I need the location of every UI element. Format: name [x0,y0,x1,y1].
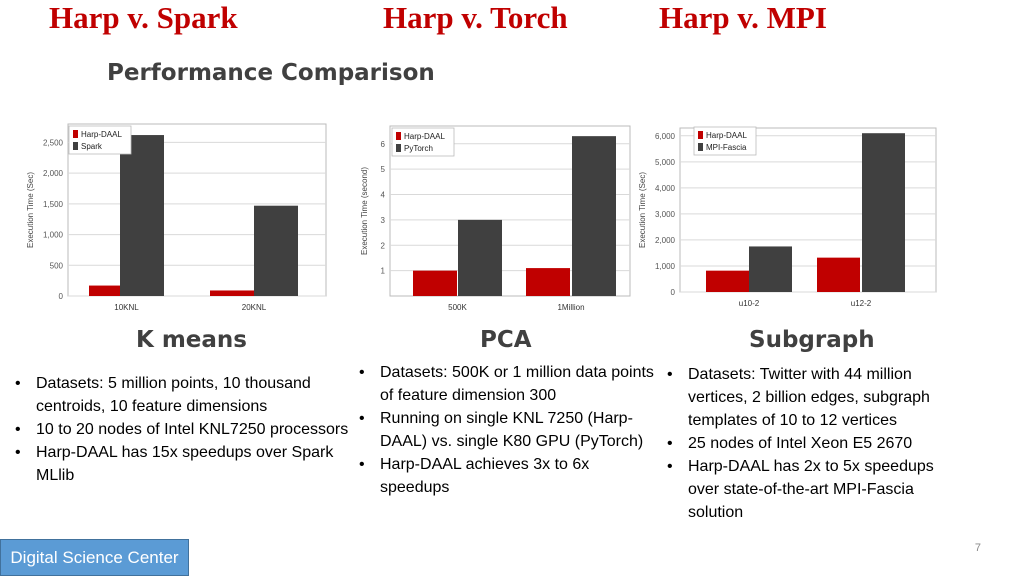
subgraph-chart-svg: 0 1,000 2,000 3,000 4,000 5,000 6,000 Execution… [638,126,937,308]
header-mpi: Harp v. MPI [659,0,827,35]
y-tick-label: 0 [671,288,676,297]
y-tick-label: 2,000 [43,169,64,178]
legend-label: PyTorch [404,144,433,153]
page-number: 7 [974,542,981,554]
x-tick-label: u12-2 [851,299,872,308]
y-axis-label: Execution Time (Sec) [638,172,647,248]
y-tick-label: 4 [381,191,386,200]
y-tick-label: 5,000 [655,158,676,167]
bullet-item: Running on single KNL 7250 (Harp-DAAL) v… [355,407,655,453]
bullet-item: Harp-DAAL has 15x speedups over Spark ML… [11,441,356,487]
legend-label: Harp-DAAL [404,132,445,141]
legend-box [693,126,757,156]
section-title: Performance Comparison [107,60,435,86]
bar-other [572,136,616,296]
y-tick-label: 1,000 [655,262,676,271]
pca-subtitle: PCA [480,327,532,353]
y-tick-label: 1,000 [43,231,64,240]
pca-bullets: Datasets: 500K or 1 million data points … [355,361,655,499]
bullet-item: 10 to 20 nodes of Intel KNL7250 processo… [11,418,356,441]
legend-swatch [698,131,703,139]
bar-other [862,133,905,292]
y-tick-label: 3 [381,216,386,225]
y-tick-label: 2,000 [655,236,676,245]
header-torch: Harp v. Torch [383,0,568,35]
y-axis-label: Execution Time (Sec) [26,172,35,248]
pca-chart-svg: 1 2 3 4 5 6 Execution Time (second) 500K 1Millio… [360,125,631,312]
kmeans-chart: 0 500 1,000 1,500 2,000 2,500 Execution Time (… [24,116,334,320]
y-tick-label: 1 [381,267,386,276]
y-tick-label: 3,000 [655,210,676,219]
kmeans-chart-svg: 0 500 1,000 1,500 2,000 2,500 Execution Time (… [26,123,327,312]
bar-harp [210,290,254,296]
bar-harp [706,270,749,292]
bullet-item: Datasets: 5 million points, 10 thousand … [11,372,356,418]
legend-label: Harp-DAAL [81,130,122,139]
x-tick-label: 10KNL [114,303,139,312]
subgraph-bullets: Datasets: Twitter with 44 million vertic… [663,363,963,524]
bullet-item: Harp-DAAL achieves 3x to 6x speedups [355,453,655,499]
legend-label: Harp-DAAL [706,131,747,140]
bullet-item: Datasets: Twitter with 44 million vertic… [663,363,963,432]
y-tick-label: 6,000 [655,132,676,141]
legend-swatch [73,130,78,138]
header-spark: Harp v. Spark [49,0,238,35]
bullet-item: Harp-DAAL has 2x to 5x speedups over sta… [663,455,963,524]
legend-label: MPI-Fascia [706,143,747,152]
legend-swatch [396,144,401,152]
pca-chart: 1 2 3 4 5 6 Execution Time (second) 500K 1Millio… [358,110,635,320]
bar-other [749,246,792,292]
bar-other [120,135,164,296]
bullet-item: Datasets: 500K or 1 million data points … [355,361,655,407]
y-axis-label: Execution Time (second) [360,167,369,255]
subgraph-subtitle: Subgraph [749,327,875,353]
subgraph-chart: 0 1,000 2,000 3,000 4,000 5,000 6,000 Execution… [636,118,942,312]
x-tick-label: 500K [448,303,467,312]
y-tick-label: 1,500 [43,200,64,209]
legend-swatch [698,143,703,151]
y-tick-label: 4,000 [655,184,676,193]
bar-harp [526,268,570,296]
y-tick-label: 2 [381,241,386,250]
kmeans-subtitle: K means [136,327,247,353]
x-tick-label: u10-2 [739,299,760,308]
bar-harp [89,285,133,296]
bar-harp [413,270,457,296]
x-tick-label: 20KNL [242,303,267,312]
legend-box [391,127,455,157]
kmeans-bullets: Datasets: 5 million points, 10 thousand … [11,372,356,487]
legend-swatch [396,132,401,140]
y-tick-label: 500 [50,261,64,270]
bar-other [458,219,502,296]
bullet-item: 25 nodes of Intel Xeon E5 2670 [663,432,963,455]
x-tick-label: 1Million [557,303,584,312]
legend-box [68,125,132,155]
legend-label: Spark [81,142,103,151]
bar-harp [817,257,860,292]
y-tick-label: 0 [59,292,64,301]
footer-label: Digital Science Center [0,539,189,576]
y-tick-label: 2,500 [43,138,64,147]
bar-other [254,205,298,296]
y-tick-label: 5 [381,165,386,174]
legend-swatch [73,142,78,150]
y-tick-label: 6 [381,140,386,149]
